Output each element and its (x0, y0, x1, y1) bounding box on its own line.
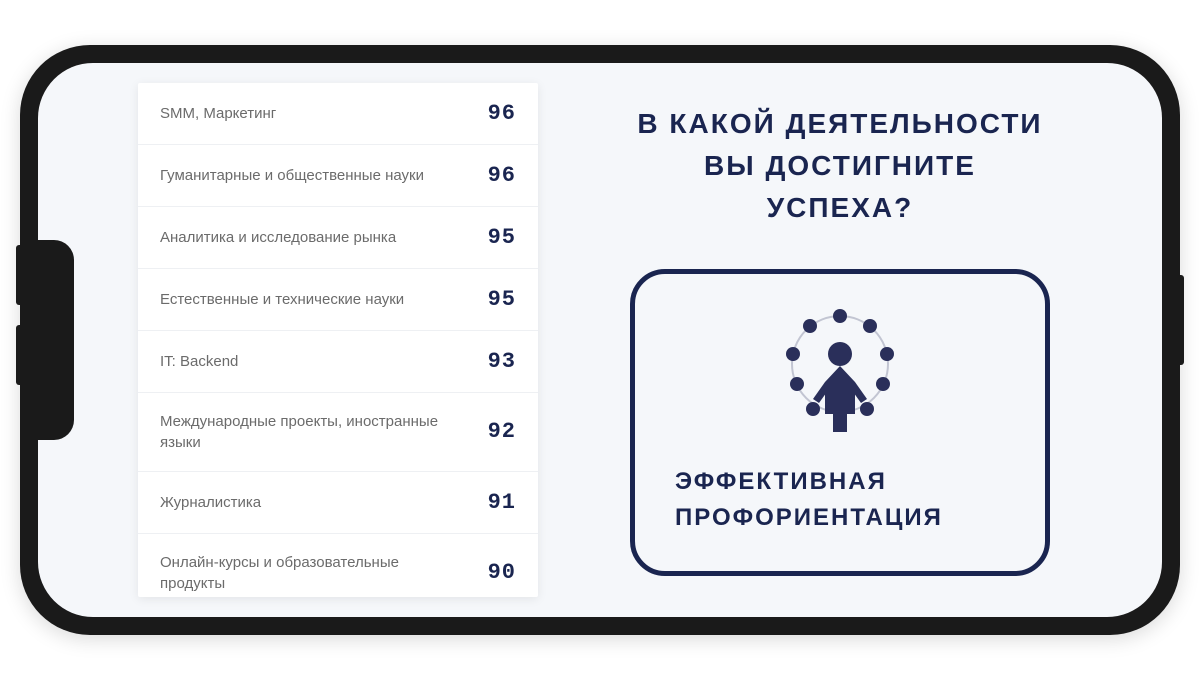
list-item-score: 96 (488, 163, 516, 188)
list-item[interactable]: Международные проекты, иностранные языки… (138, 393, 538, 472)
list-item[interactable]: Журналистика 91 (138, 472, 538, 534)
list-item-label: Журналистика (160, 492, 488, 513)
list-item[interactable]: Онлайн-курсы и образовательные продукты … (138, 534, 538, 597)
phone-power-button (1180, 275, 1184, 365)
list-item-label: Онлайн-курсы и образовательные продукты (160, 552, 488, 594)
list-item-label: Международные проекты, иностранные языки (160, 411, 488, 453)
results-list[interactable]: SMM, Маркетинг 96 Гуманитарные и обществ… (138, 83, 538, 597)
page-heading: В КАКОЙ ДЕЯТЕЛЬНОСТИ ВЫ ДОСТИГНИТЕ УСПЕХ… (637, 103, 1042, 229)
heading-line: ВЫ ДОСТИГНИТЕ (637, 145, 1042, 187)
phone-frame: SMM, Маркетинг 96 Гуманитарные и обществ… (20, 45, 1180, 635)
list-item-score: 93 (488, 349, 516, 374)
list-item-score: 95 (488, 287, 516, 312)
phone-notch (38, 240, 74, 440)
list-item[interactable]: Гуманитарные и общественные науки 96 (138, 145, 538, 207)
list-item-score: 91 (488, 490, 516, 515)
heading-line: В КАКОЙ ДЕЯТЕЛЬНОСТИ (637, 103, 1042, 145)
phone-side-button (16, 325, 20, 385)
card-text: ЭФФЕКТИВНАЯ ПРОФОРИЕНТАЦИЯ (675, 464, 943, 536)
list-item-score: 95 (488, 225, 516, 250)
list-item-label: Естественные и технические науки (160, 289, 488, 310)
list-item[interactable]: Аналитика и исследование рынка 95 (138, 207, 538, 269)
card-text-line: ПРОФОРИЕНТАЦИЯ (675, 500, 943, 536)
content-area: SMM, Маркетинг 96 Гуманитарные и обществ… (38, 63, 1162, 617)
list-item[interactable]: IT: Backend 93 (138, 331, 538, 393)
list-item-label: Аналитика и исследование рынка (160, 227, 488, 248)
list-item-score: 92 (488, 419, 516, 444)
phone-screen: SMM, Маркетинг 96 Гуманитарные и обществ… (38, 63, 1162, 617)
list-item[interactable]: SMM, Маркетинг 96 (138, 83, 538, 145)
list-item-label: Гуманитарные и общественные науки (160, 165, 488, 186)
heading-line: УСПЕХА? (637, 187, 1042, 229)
list-item-score: 96 (488, 101, 516, 126)
list-item[interactable]: Естественные и технические науки 95 (138, 269, 538, 331)
right-panel: В КАКОЙ ДЕЯТЕЛЬНОСТИ ВЫ ДОСТИГНИТЕ УСПЕХ… (578, 83, 1102, 597)
list-item-label: SMM, Маркетинг (160, 103, 488, 124)
list-item-label: IT: Backend (160, 351, 488, 372)
phone-side-button (16, 245, 20, 305)
list-item-score: 90 (488, 560, 516, 585)
card-text-line: ЭФФЕКТИВНАЯ (675, 464, 943, 500)
team-leader-icon (765, 304, 915, 439)
promo-card[interactable]: ЭФФЕКТИВНАЯ ПРОФОРИЕНТАЦИЯ (630, 269, 1050, 576)
